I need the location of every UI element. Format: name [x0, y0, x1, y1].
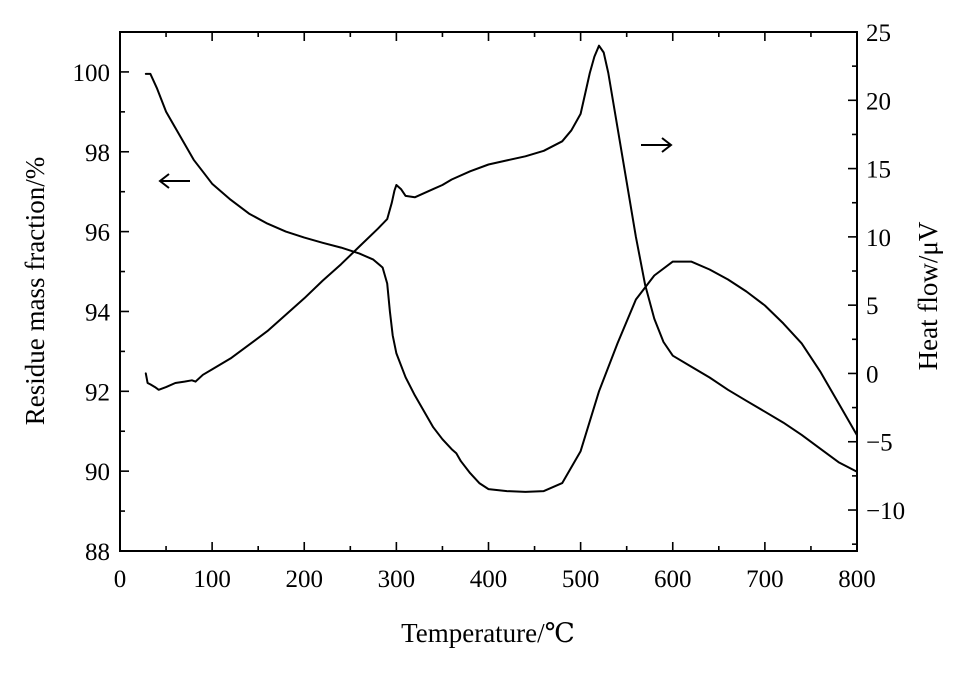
- mass-fraction-curve: [144, 72, 858, 493]
- y-left-tick-label: 92: [85, 379, 110, 406]
- y-right-tick-label: −5: [866, 430, 893, 457]
- curves: [144, 44, 858, 493]
- y-right-tick-label: 0: [866, 361, 879, 388]
- y-left-tick-label: 96: [85, 220, 110, 247]
- y-left-tick-label: 100: [73, 60, 111, 87]
- y-left-tick-label: 90: [85, 459, 110, 486]
- y-left-tick-label: 88: [85, 539, 110, 566]
- x-tick-label: 600: [654, 566, 692, 593]
- x-tick-label: 700: [746, 566, 784, 593]
- y-right-tick-label: 25: [866, 20, 891, 47]
- x-tick-label: 500: [562, 566, 600, 593]
- x-tick-label: 800: [838, 566, 876, 593]
- x-tick-label: 300: [378, 566, 416, 593]
- y-left-tick-label: 94: [85, 299, 111, 326]
- x-tick-label: 100: [193, 566, 231, 593]
- left-axis-arrow-head: [158, 173, 170, 189]
- y-left-tick-label: 98: [85, 140, 110, 167]
- y-right-tick-label: −10: [866, 498, 905, 525]
- y-right-tick-label: 20: [866, 88, 891, 115]
- x-tick-label: 0: [114, 566, 127, 593]
- tick-labels: 0 100 200 300 400 500 600 700 800889092949698100…: [73, 20, 906, 593]
- heat-flow-curve: [144, 44, 858, 473]
- arrows: [158, 137, 673, 189]
- y-right-tick-label: 5: [866, 293, 879, 320]
- right-axis-arrow-head: [661, 137, 673, 153]
- x-tick-label: 200: [286, 566, 324, 593]
- x-axis-title: Temperature/℃: [401, 618, 575, 648]
- y-left-axis-title: Residue mass fraction/%: [20, 157, 50, 425]
- y-right-tick-label: 15: [866, 157, 891, 184]
- x-tick-label: 400: [470, 566, 508, 593]
- y-right-axis-title: Heat flow/μV: [913, 221, 943, 370]
- y-right-tick-label: 10: [866, 225, 891, 252]
- ticks: [119, 31, 858, 552]
